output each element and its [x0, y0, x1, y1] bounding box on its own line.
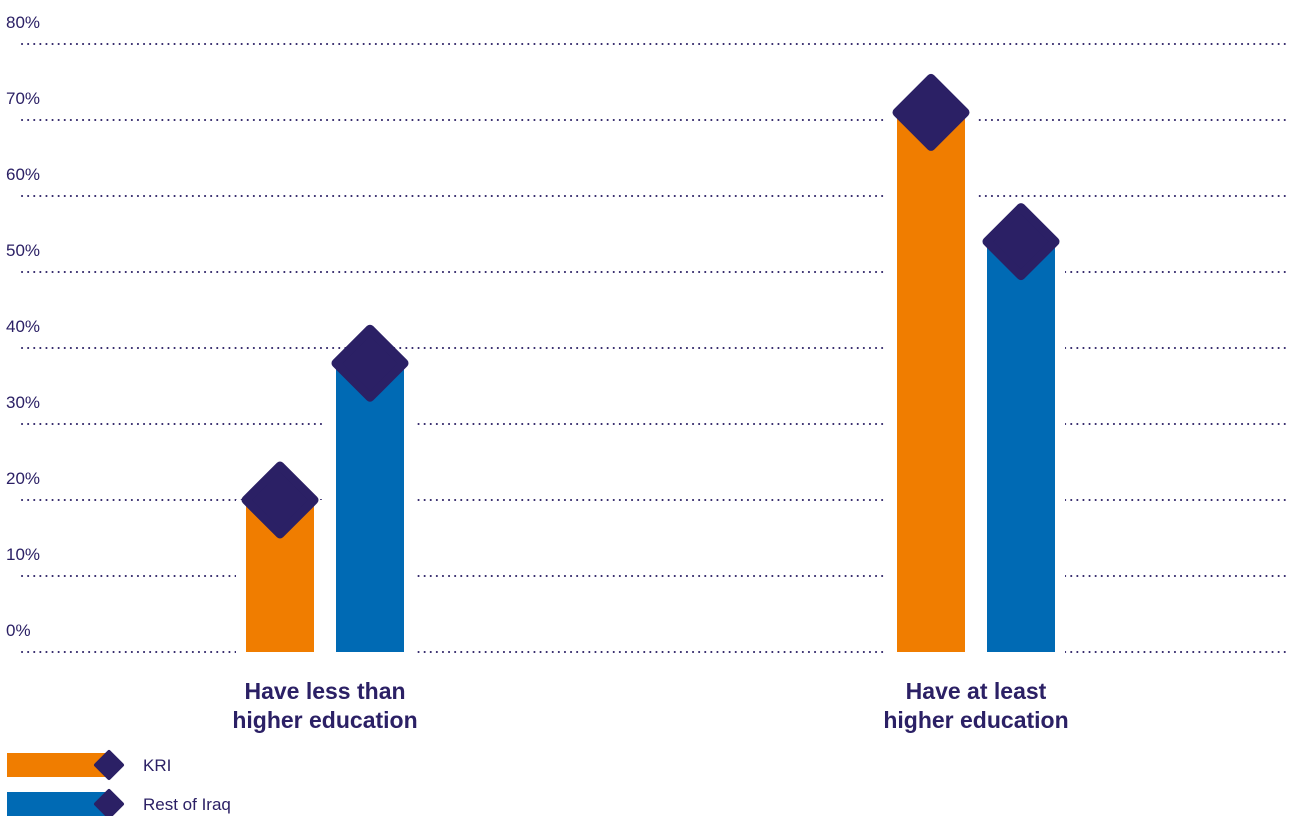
y-tick-label: 70%	[6, 89, 40, 108]
legend-label: KRI	[143, 756, 171, 775]
legend-item: KRI	[7, 750, 171, 780]
legend-diamond-marker	[94, 789, 124, 816]
legend-item: Rest of Iraq	[7, 789, 231, 816]
y-tick-label: 0%	[6, 621, 31, 640]
legend-diamond-marker	[94, 750, 124, 780]
y-tick-label: 20%	[6, 469, 40, 488]
category-label-line: higher education	[232, 707, 417, 733]
category-label-line: higher education	[883, 707, 1068, 733]
diamond-marker	[331, 324, 409, 402]
bars	[236, 112, 1065, 656]
category-label-line: Have at least	[906, 678, 1047, 704]
diamond-marker	[982, 203, 1060, 281]
category-label-line: Have less than	[244, 678, 405, 704]
category-label: Have less than higher education	[232, 678, 417, 733]
y-axis-tick-labels: 0% 10% 20% 30% 40% 50% 60% 70% 80%	[6, 13, 40, 640]
category-label: Have at least higher education	[883, 678, 1068, 733]
legend: KRI Rest of Iraq	[7, 750, 231, 816]
y-tick-label: 10%	[6, 545, 40, 564]
y-tick-label: 60%	[6, 165, 40, 184]
diamond-marker	[892, 73, 970, 151]
diamond-marker	[241, 461, 319, 539]
y-tick-label: 80%	[6, 13, 40, 32]
gridlines	[21, 43, 1291, 653]
bar	[336, 363, 404, 652]
legend-swatch	[7, 792, 107, 816]
legend-swatch	[7, 753, 107, 777]
legend-label: Rest of Iraq	[143, 795, 231, 814]
y-tick-label: 50%	[6, 241, 40, 260]
y-tick-label: 40%	[6, 317, 40, 336]
bar-markers	[241, 73, 1060, 539]
bar	[897, 112, 965, 652]
y-tick-label: 30%	[6, 393, 40, 412]
bar	[987, 241, 1055, 652]
